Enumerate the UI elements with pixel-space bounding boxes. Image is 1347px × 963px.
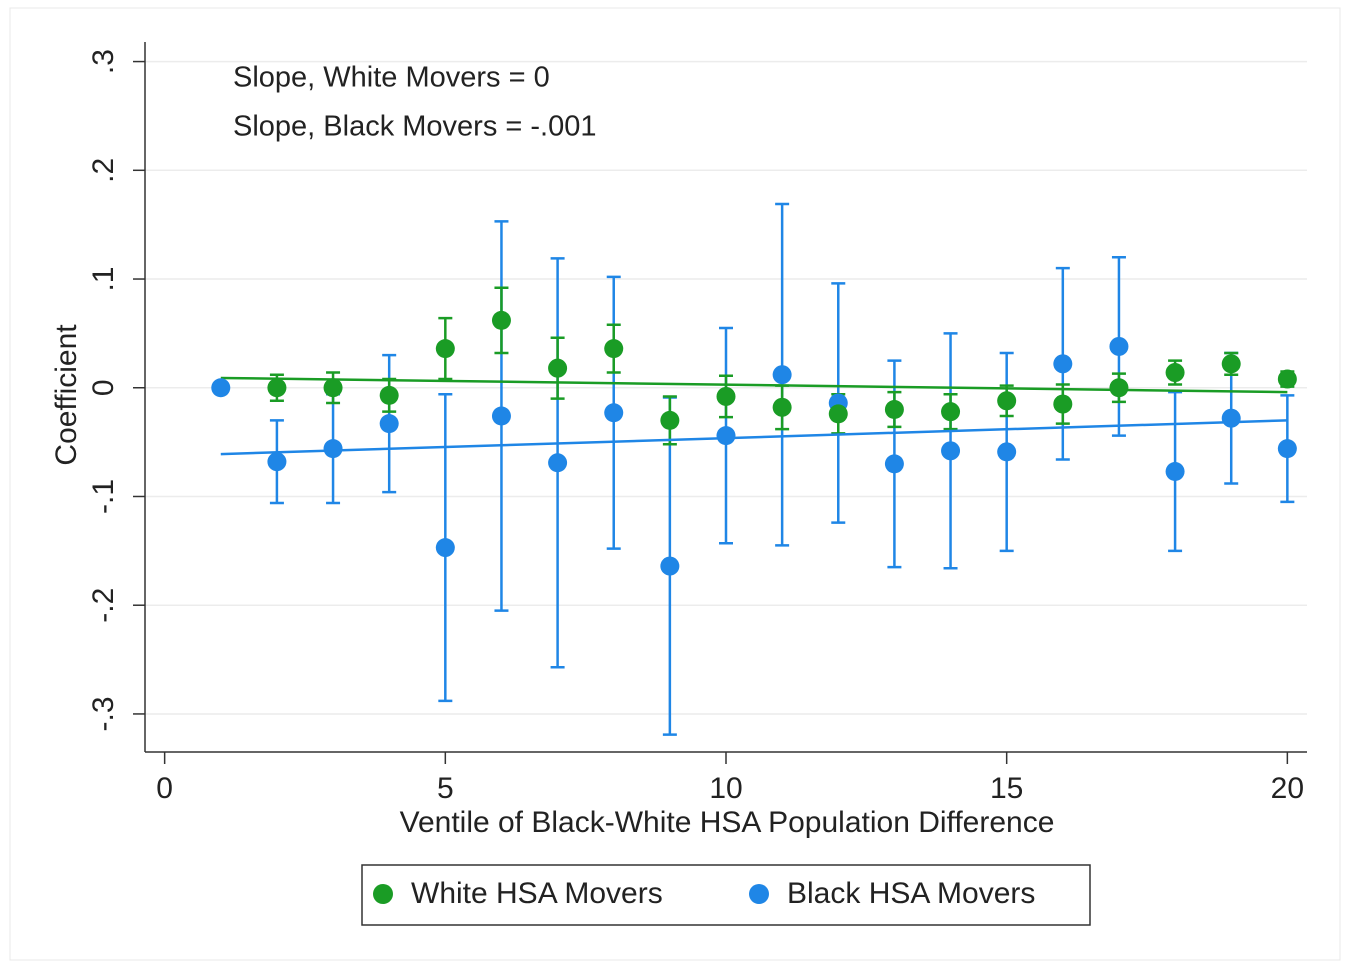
point [997, 391, 1017, 411]
legend-box [361, 864, 1091, 926]
point [660, 556, 680, 576]
point [1277, 439, 1297, 459]
point [491, 406, 511, 426]
point [435, 339, 455, 359]
point [604, 403, 624, 423]
point [772, 365, 792, 385]
point [828, 404, 848, 424]
point [997, 442, 1017, 462]
point [1165, 461, 1185, 481]
point [604, 339, 624, 359]
point [323, 439, 343, 459]
point [267, 378, 287, 398]
y-tick-label: 0 [87, 379, 120, 396]
y-axis-title: Coefficient [50, 324, 83, 466]
point [435, 538, 455, 558]
legend-label: Black HSA Movers [787, 877, 1035, 910]
point [323, 378, 343, 398]
x-tick-label: 15 [990, 772, 1023, 805]
point [379, 385, 399, 405]
point [716, 426, 736, 446]
x-tick-label: 0 [156, 772, 173, 805]
y-tick-label: -.2 [87, 588, 120, 623]
point [884, 454, 904, 474]
y-tick-label: -.1 [87, 479, 120, 514]
y-tick-label: -.3 [87, 696, 120, 731]
x-tick-label: 10 [709, 772, 742, 805]
legend-marker [373, 884, 393, 904]
point [1277, 369, 1297, 389]
point [267, 452, 287, 472]
point [379, 414, 399, 434]
fit-line [220, 376, 1288, 394]
annotation: Slope, White Movers = 0 [233, 62, 550, 94]
x-tick-label: 5 [437, 772, 454, 805]
y-tick-label: .1 [87, 267, 120, 292]
point [491, 310, 511, 330]
point [1165, 363, 1185, 383]
frame [9, 7, 1341, 961]
point [1109, 336, 1129, 356]
point [1221, 408, 1241, 428]
legend-marker [749, 884, 769, 904]
annotation: Slope, Black Movers = -.001 [233, 111, 596, 143]
point [772, 397, 792, 417]
point [1053, 354, 1073, 374]
point [716, 386, 736, 406]
y-tick-label: .3 [87, 49, 120, 74]
point [1053, 394, 1073, 414]
legend-label: White HSA Movers [411, 877, 663, 910]
x-tick-label: 20 [1271, 772, 1304, 805]
x-axis-title: Ventile of Black-White HSA Population Di… [400, 806, 1055, 839]
point [1221, 354, 1241, 374]
point [211, 378, 231, 398]
point [884, 400, 904, 420]
point [548, 453, 568, 473]
fit-line [220, 419, 1288, 456]
point [1109, 378, 1129, 398]
point [941, 402, 961, 422]
y-tick-label: .2 [87, 158, 120, 183]
point [660, 410, 680, 430]
point [548, 358, 568, 378]
point [941, 441, 961, 461]
